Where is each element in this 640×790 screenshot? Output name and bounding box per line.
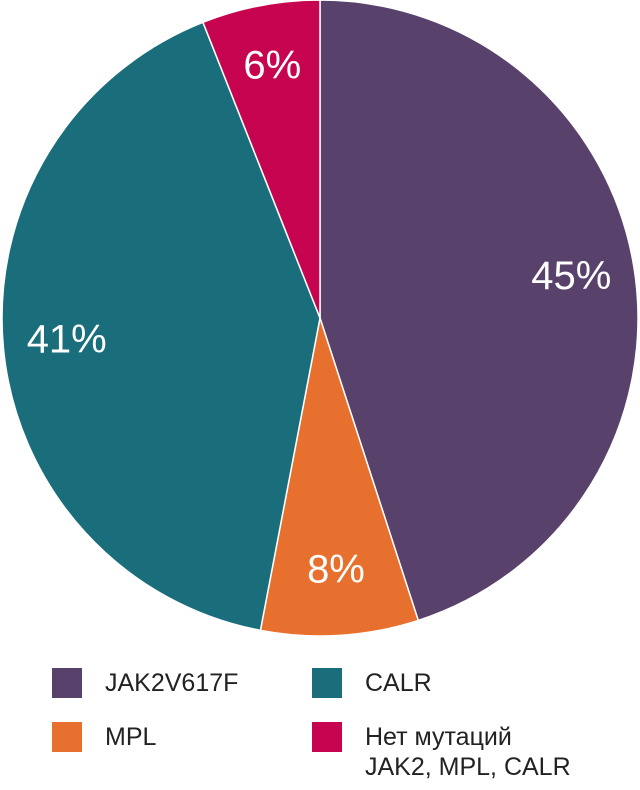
legend-swatch — [52, 668, 82, 698]
legend-item: MPL — [52, 722, 312, 782]
pie-slice — [259, 317, 420, 637]
legend-label: MPL — [105, 723, 157, 751]
legend-swatch — [52, 722, 82, 752]
legend: JAK2V617F MPL CALR Нет мутаций JAK2, MPL, C… — [52, 668, 592, 782]
legend-item: JAK2V617F — [52, 668, 312, 722]
pie-slice — [1, 21, 321, 632]
pie-slice — [319, 0, 639, 622]
data-label: 45% — [531, 254, 611, 298]
legend-label: Нет мутаций JAK2, MPL, CALR — [365, 723, 571, 781]
legend-label: CALR — [365, 669, 432, 697]
data-label: 41% — [27, 318, 107, 362]
legend-item: Нет мутаций JAK2, MPL, CALR — [312, 722, 592, 782]
data-label: 6% — [243, 44, 301, 88]
pie: 45% 8% 41% 6% — [1, 0, 639, 637]
legend-swatch — [312, 722, 342, 752]
data-label: 8% — [307, 547, 365, 591]
legend-item: CALR — [312, 668, 592, 722]
pie-slice — [201, 0, 321, 319]
legend-swatch — [312, 668, 342, 698]
legend-label: JAK2V617F — [105, 669, 239, 697]
